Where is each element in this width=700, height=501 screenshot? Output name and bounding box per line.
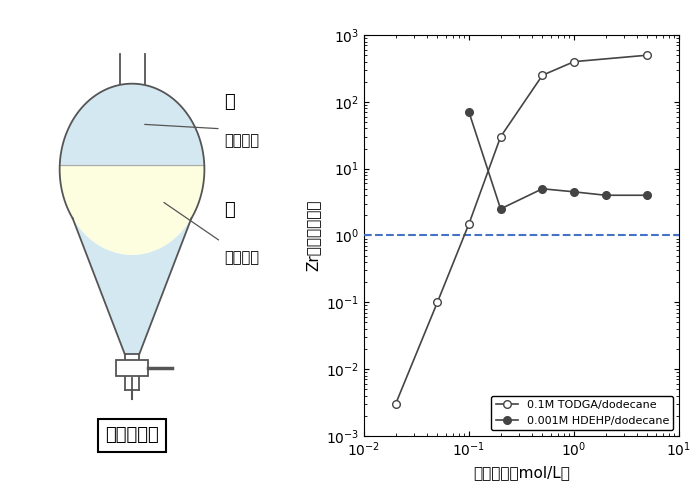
0.001M HDEHP/dodecane — [496, 206, 505, 212]
Line: 0.001M HDEHP/dodecane: 0.001M HDEHP/dodecane — [466, 108, 651, 213]
0.1M TODGA/dodecane — [643, 52, 652, 58]
Text: 油: 油 — [224, 93, 235, 111]
0.001M HDEHP/dodecane — [643, 192, 652, 198]
Y-axis label: Zr分配比（－）: Zr分配比（－） — [305, 200, 321, 271]
0.1M TODGA/dodecane — [538, 72, 547, 78]
Legend: 0.1M TODGA/dodecane, 0.001M HDEHP/dodecane: 0.1M TODGA/dodecane, 0.001M HDEHP/dodeca… — [491, 396, 673, 430]
0.1M TODGA/dodecane — [496, 134, 505, 140]
Bar — [116, 360, 148, 376]
0.001M HDEHP/dodecane — [601, 192, 610, 198]
Text: （模擬廢: （模擬廢 — [224, 250, 259, 266]
Polygon shape — [60, 165, 204, 255]
Text: （抜出劑: （抜出劑 — [224, 133, 259, 148]
0.1M TODGA/dodecane — [465, 221, 473, 227]
X-axis label: 睁酸濃度（mol/L）: 睁酸濃度（mol/L） — [473, 465, 570, 480]
0.001M HDEHP/dodecane — [570, 189, 578, 195]
0.1M TODGA/dodecane — [391, 401, 400, 407]
Text: 溶媒抜出法: 溶媒抜出法 — [105, 426, 159, 444]
0.001M HDEHP/dodecane — [465, 109, 473, 115]
Text: 水: 水 — [224, 201, 235, 219]
Line: 0.1M TODGA/dodecane: 0.1M TODGA/dodecane — [392, 52, 651, 408]
Polygon shape — [60, 84, 204, 354]
0.001M HDEHP/dodecane — [538, 186, 547, 192]
0.1M TODGA/dodecane — [433, 299, 442, 305]
0.1M TODGA/dodecane — [570, 59, 578, 65]
